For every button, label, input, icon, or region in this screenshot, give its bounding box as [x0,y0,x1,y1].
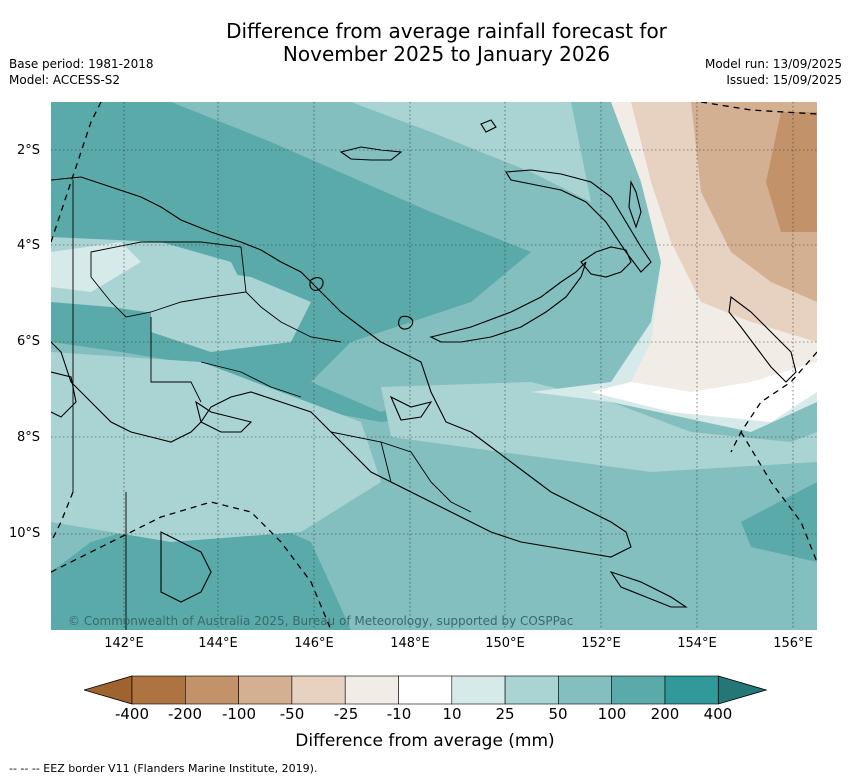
colorbar-segment [185,675,239,705]
colorbar-segment [558,675,612,705]
cbar-tick: -400 [114,705,150,723]
cbar-tick: 25 [495,705,515,723]
lon-label-154e: 154°E [677,636,717,651]
shade-10-25-west [51,242,141,292]
lon-label-148e: 148°E [390,636,430,651]
title-line-2: November 2025 to January 2026 [282,42,611,66]
title-line-1: Difference from average rainfall forecas… [226,19,667,43]
lat-label-10s: 10°S [9,526,41,541]
issued-date: Issued: 15/09/2025 [726,73,842,87]
colorbar-segment [504,675,559,705]
lat-label-6s: 6°S [17,334,41,349]
shade-25-50-north [351,102,591,202]
colorbar-segment [611,675,666,705]
cbar-tick: -10 [386,705,412,723]
lon-label-150e: 150°E [485,636,525,651]
cbar-tick: 10 [442,705,462,723]
lat-label-8s: 8°S [17,430,41,445]
model-name: Model: ACCESS-S2 [9,73,121,87]
copyright-text: © Commonwealth of Australia 2025, Bureau… [68,614,574,628]
cbar-tick: 100 [597,705,627,723]
map-title: Difference from average rainfall forecas… [0,20,850,66]
colorbar-extend-low [82,675,133,705]
lon-label-142e: 142°E [104,636,144,651]
colorbar-segment [131,675,186,705]
base-period: Base period: 1981-2018 [9,57,154,71]
colorbar [82,675,768,709]
left-metadata: Base period: 1981-2018 Model: ACCESS-S2 [9,56,154,88]
model-run: Model run: 13/09/2025 [704,57,842,71]
right-metadata: Model run: 13/09/2025 Issued: 15/09/2025 [705,56,842,88]
cbar-tick: -100 [221,705,257,723]
lat-label-2s: 2°S [17,143,41,158]
lon-label-146e: 146°E [294,636,334,651]
shade-25-50-southwest [51,352,381,542]
colorbar-segment [664,675,719,705]
cbar-tick: -200 [167,705,203,723]
cbar-tick: -50 [279,705,305,723]
lat-label-4s: 4°S [17,238,41,253]
cbar-tick: 400 [703,705,733,723]
map-canvas [51,102,817,630]
colorbar-segment [291,675,346,705]
eez-borders [51,102,817,630]
coastlines [51,119,797,608]
province-borders [72,180,472,630]
colorbar-segment [238,675,293,705]
lon-label-152e: 152°E [581,636,621,651]
eez-legend: -- -- -- EEZ border V11 (Flanders Marine… [9,762,318,775]
colorbar-extend-high [717,675,768,705]
colorbar-segment [451,675,506,705]
cbar-tick: -25 [333,705,359,723]
rainfall-map [51,102,817,630]
shade-100-200-se [741,482,817,562]
lon-label-156e: 156°E [773,636,813,651]
lon-label-144e: 144°E [198,636,238,651]
cbar-tick: 200 [650,705,680,723]
cbar-tick: 50 [548,705,568,723]
shade-25-50-inland [151,262,311,352]
colorbar-svg [82,675,768,705]
shade-25-50-east [381,382,817,472]
colorbar-segment [344,675,399,705]
shade-minus-100-200 [766,112,817,232]
colorbar-segment [398,675,453,705]
colorbar-title: Difference from average (mm) [295,731,555,751]
